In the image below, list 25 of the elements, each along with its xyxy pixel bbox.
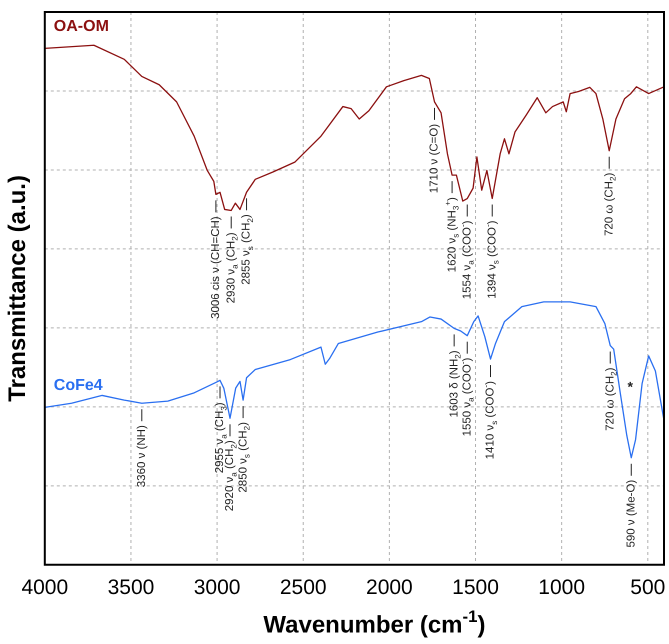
annotation: 2855 νs (CH2) <box>240 214 255 285</box>
x-tick-label: 1500 <box>452 576 499 600</box>
annotation: 1394 νs (COO-) <box>483 220 500 299</box>
x-tick-label: 3500 <box>108 576 154 600</box>
annotation: * <box>628 378 634 395</box>
annotation: 720 ω (CH2) <box>604 367 618 431</box>
y-axis-title: Transmittance (a.u.) <box>4 175 32 402</box>
annotation: 1710 ν (C=O) <box>428 124 441 194</box>
series-label: OA-OM <box>54 18 109 35</box>
annotation: 3360 ν (NH) <box>136 425 148 488</box>
annotation: 3006 cis ν (CH=CH) <box>210 216 222 319</box>
x-tick-label: 3000 <box>194 576 240 600</box>
x-tick-label: 1000 <box>538 576 586 600</box>
x-tick-label: 4000 <box>21 576 68 600</box>
series-label: CoFe4 <box>54 376 103 394</box>
x-tick-label: 2000 <box>366 576 413 600</box>
annotation: 590 ν (Me-O) <box>625 480 638 548</box>
annotation: 2850 νs (CH2) <box>237 422 252 493</box>
x-tick-label: 500 <box>630 576 666 600</box>
annotation: 720 ω (CH2) <box>603 172 618 236</box>
annotation: 2930 νa (CH2) <box>225 232 240 304</box>
annotation: 1620 νs (NH3+) <box>443 196 460 272</box>
annotation: 1410 νs (COO-) <box>482 380 499 460</box>
x-tick-label: 2500 <box>280 576 327 600</box>
annotation: 1554 νa (COO-) <box>458 220 476 300</box>
